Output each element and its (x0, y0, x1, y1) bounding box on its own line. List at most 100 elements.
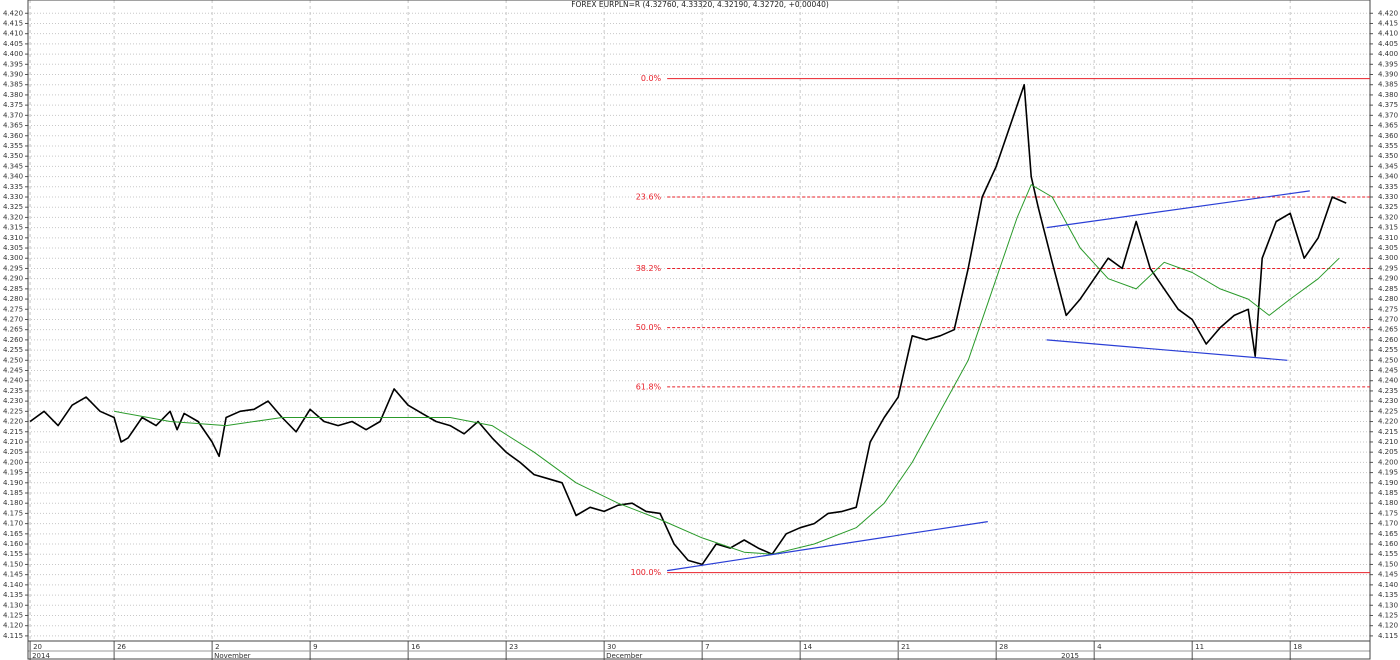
y-tick-label: 4.215 (3, 428, 23, 436)
y2-tick-label: 4.230 (1378, 397, 1398, 405)
y2-tick-label: 4.255 (1378, 346, 1398, 354)
y2-tick-label: 4.340 (1378, 173, 1398, 181)
y2-tick-label: 4.170 (1378, 520, 1398, 528)
y2-tick-label: 4.205 (1378, 448, 1398, 456)
y-tick-label: 4.395 (3, 60, 23, 68)
y2-tick-label: 4.385 (1378, 81, 1398, 89)
y2-tick-label: 4.380 (1378, 91, 1398, 99)
price-line (29, 83, 1347, 566)
x-period-label: November (214, 652, 251, 660)
x-tick-label: 20 (33, 643, 42, 651)
y2-tick-label: 4.190 (1378, 479, 1398, 487)
y-tick-label: 4.405 (3, 40, 23, 48)
y2-tick-label: 4.320 (1378, 213, 1398, 221)
x-period-label: December (606, 652, 642, 660)
y-tick-label: 4.380 (3, 91, 23, 99)
y2-tick-label: 4.245 (1378, 367, 1398, 375)
y2-tick-label: 4.415 (1378, 19, 1398, 27)
y-tick-label: 4.115 (3, 632, 23, 640)
y-tick-label: 4.250 (3, 356, 23, 364)
y2-tick-label: 4.365 (1378, 122, 1398, 130)
y2-tick-label: 4.125 (1378, 611, 1398, 619)
x-tick-label: 14 (803, 643, 812, 651)
chart-title: FOREX EURPLN=R (4.32760, 4.33320, 4.3219… (571, 0, 829, 9)
y2-tick-label: 4.160 (1378, 540, 1398, 548)
y2-tick-label: 4.210 (1378, 438, 1398, 446)
y-tick-label: 4.375 (3, 101, 23, 109)
y2-tick-label: 4.235 (1378, 387, 1398, 395)
y-tick-label: 4.195 (3, 469, 23, 477)
fib-label: 0.0% (641, 74, 662, 83)
y-tick-label: 4.345 (3, 162, 23, 170)
y2-tick-label: 4.375 (1378, 101, 1398, 109)
y2-tick-label: 4.155 (1378, 550, 1398, 558)
x-tick-label: 11 (1195, 643, 1204, 651)
y2-tick-label: 4.305 (1378, 244, 1398, 252)
y2-tick-label: 4.275 (1378, 305, 1398, 313)
fib-label: 100.0% (631, 568, 662, 577)
y-tick-label: 4.295 (3, 264, 23, 272)
y-tick-label: 4.280 (3, 295, 23, 303)
y2-tick-label: 4.335 (1378, 183, 1398, 191)
x-tick-label: 9 (313, 643, 317, 651)
y2-tick-label: 4.175 (1378, 509, 1398, 517)
fib-label: 23.6% (636, 192, 662, 201)
y-tick-label: 4.320 (3, 213, 23, 221)
y-tick-label: 4.355 (3, 142, 23, 150)
y2-tick-label: 4.310 (1378, 234, 1398, 242)
y-tick-label: 4.255 (3, 346, 23, 354)
y-tick-label: 4.290 (3, 275, 23, 283)
fib-label: 38.2% (636, 264, 662, 273)
trendline (1046, 190, 1310, 229)
y-tick-label: 4.140 (3, 581, 23, 589)
x-tick-label: 16 (411, 643, 420, 651)
y2-tick-label: 4.405 (1378, 40, 1398, 48)
y-tick-label: 4.305 (3, 244, 23, 252)
x-tick-label: 7 (705, 643, 709, 651)
y2-tick-label: 4.120 (1378, 622, 1398, 630)
x-period-label: 2015 (1061, 652, 1079, 660)
y-tick-label: 4.245 (3, 367, 23, 375)
y-tick-label: 4.130 (3, 601, 23, 609)
y-tick-label: 4.270 (3, 315, 23, 323)
y-tick-label: 4.235 (3, 387, 23, 395)
y-tick-label: 4.420 (3, 9, 23, 17)
y-tick-label: 4.230 (3, 397, 23, 405)
x-period-label: 2014 (32, 652, 50, 660)
y-tick-label: 4.160 (3, 540, 23, 548)
y2-tick-label: 4.350 (1378, 152, 1398, 160)
y-tick-label: 4.150 (3, 560, 23, 568)
y-tick-label: 4.145 (3, 571, 23, 579)
y-tick-label: 4.285 (3, 285, 23, 293)
y2-tick-label: 4.180 (1378, 499, 1398, 507)
x-tick-label: 26 (117, 643, 126, 651)
y2-tick-label: 4.290 (1378, 275, 1398, 283)
trendline (667, 521, 988, 572)
y2-tick-label: 4.140 (1378, 581, 1398, 589)
x-tick-label: 4 (1097, 643, 1102, 651)
y2-tick-label: 4.390 (1378, 71, 1398, 79)
y2-tick-label: 4.270 (1378, 315, 1398, 323)
fib-label: 50.0% (636, 323, 662, 332)
y-tick-label: 4.165 (3, 530, 23, 538)
y2-tick-label: 4.185 (1378, 489, 1398, 497)
y-tick-label: 4.370 (3, 111, 23, 119)
y-tick-label: 4.225 (3, 407, 23, 415)
y2-tick-label: 4.220 (1378, 418, 1398, 426)
y-tick-label: 4.210 (3, 438, 23, 446)
y2-tick-label: 4.295 (1378, 264, 1398, 272)
x-tick-label: 23 (509, 643, 518, 651)
y2-tick-label: 4.420 (1378, 9, 1398, 17)
y2-tick-label: 4.285 (1378, 285, 1398, 293)
y-tick-label: 4.220 (3, 418, 23, 426)
y-tick-label: 4.265 (3, 326, 23, 334)
x-tick-label: 30 (607, 643, 616, 651)
y-tick-label: 4.385 (3, 81, 23, 89)
y2-tick-label: 4.145 (1378, 571, 1398, 579)
y2-tick-label: 4.165 (1378, 530, 1398, 538)
y-tick-label: 4.315 (3, 224, 23, 232)
y-tick-label: 4.360 (3, 132, 23, 140)
y2-tick-label: 4.395 (1378, 60, 1398, 68)
y-tick-label: 4.390 (3, 71, 23, 79)
